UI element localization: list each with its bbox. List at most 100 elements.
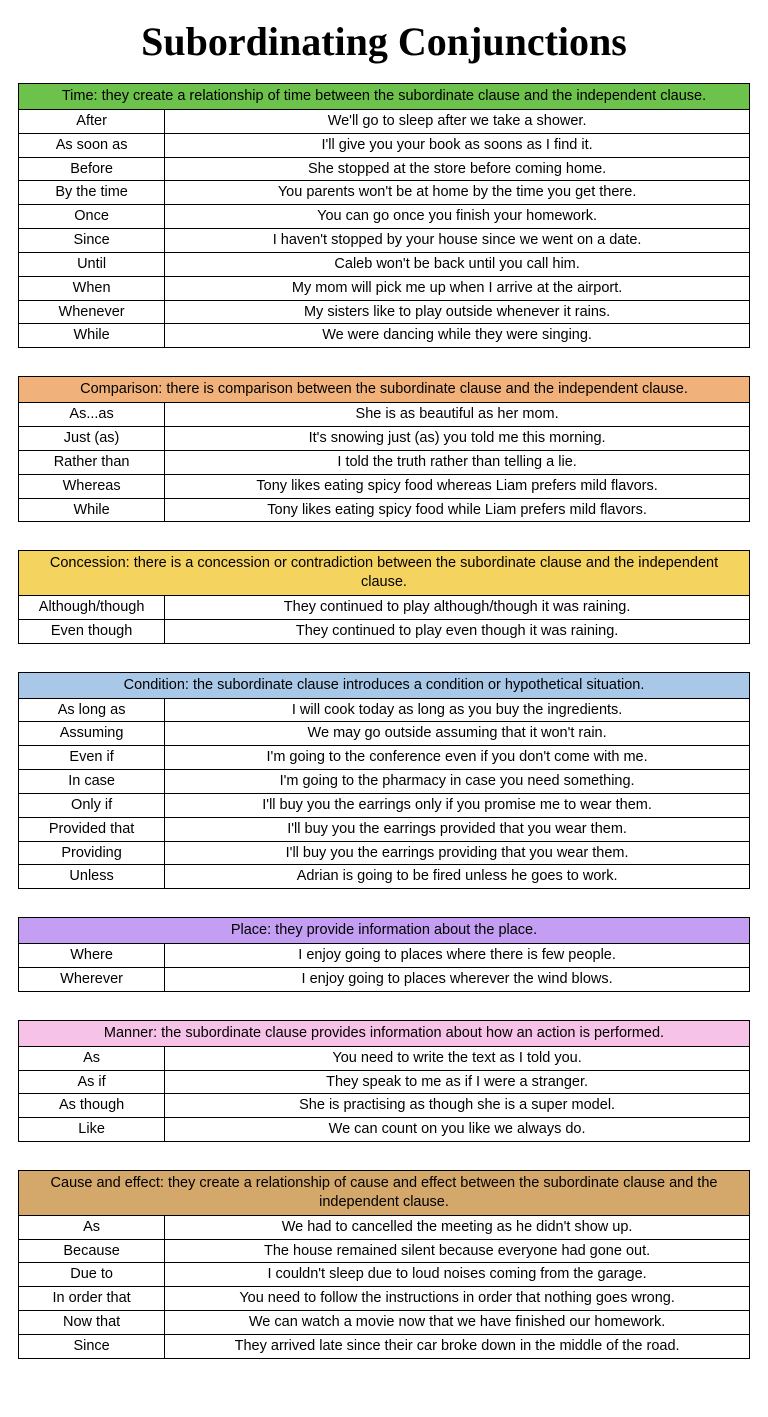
conjunction-cell: While — [19, 498, 165, 522]
conjunction-cell: As...as — [19, 403, 165, 427]
table-row: As ifThey speak to me as if I were a str… — [19, 1070, 750, 1094]
conjunction-cell: As soon as — [19, 133, 165, 157]
section-header: Condition: the subordinate clause introd… — [19, 672, 750, 698]
table-row: In caseI'm going to the pharmacy in case… — [19, 770, 750, 794]
table-row: AfterWe'll go to sleep after we take a s… — [19, 109, 750, 133]
conjunction-cell: Since — [19, 1334, 165, 1358]
table-row: WhenMy mom will pick me up when I arrive… — [19, 276, 750, 300]
table-row: WheneverMy sisters like to play outside … — [19, 300, 750, 324]
example-cell: I enjoy going to places where there is f… — [165, 944, 750, 968]
conjunction-cell: Whenever — [19, 300, 165, 324]
section-header: Place: they provide information about th… — [19, 918, 750, 944]
example-cell: Tony likes eating spicy food while Liam … — [165, 498, 750, 522]
table-row: WhileWe were dancing while they were sin… — [19, 324, 750, 348]
table-row: LikeWe can count on you like we always d… — [19, 1118, 750, 1142]
example-cell: They speak to me as if I were a stranger… — [165, 1070, 750, 1094]
table-row: SinceI haven't stopped by your house sin… — [19, 229, 750, 253]
section-header: Concession: there is a concession or con… — [19, 551, 750, 596]
conjunction-cell: In case — [19, 770, 165, 794]
conjunction-table: Concession: there is a concession or con… — [18, 550, 750, 643]
example-cell: The house remained silent because everyo… — [165, 1239, 750, 1263]
conjunction-cell: Although/though — [19, 596, 165, 620]
conjunction-cell: Once — [19, 205, 165, 229]
section-header: Manner: the subordinate clause provides … — [19, 1020, 750, 1046]
table-row: Just (as)It's snowing just (as) you told… — [19, 426, 750, 450]
table-row: Even thoughThey continued to play even t… — [19, 619, 750, 643]
example-cell: I told the truth rather than telling a l… — [165, 450, 750, 474]
example-cell: I'll buy you the earrings only if you pr… — [165, 793, 750, 817]
conjunction-table: Cause and effect: they create a relation… — [18, 1170, 750, 1359]
table-row: AsWe had to cancelled the meeting as he … — [19, 1215, 750, 1239]
conjunction-cell: After — [19, 109, 165, 133]
example-cell: Caleb won't be back until you call him. — [165, 252, 750, 276]
example-cell: I haven't stopped by your house since we… — [165, 229, 750, 253]
table-row: As long asI will cook today as long as y… — [19, 698, 750, 722]
section-header: Comparison: there is comparison between … — [19, 377, 750, 403]
example-cell: You can go once you finish your homework… — [165, 205, 750, 229]
section: Concession: there is a concession or con… — [18, 550, 750, 643]
example-cell: My mom will pick me up when I arrive at … — [165, 276, 750, 300]
example-cell: You need to follow the instructions in o… — [165, 1287, 750, 1311]
conjunction-cell: Until — [19, 252, 165, 276]
section: Place: they provide information about th… — [18, 917, 750, 992]
table-row: Rather thanI told the truth rather than … — [19, 450, 750, 474]
conjunction-table: Place: they provide information about th… — [18, 917, 750, 992]
example-cell: You parents won't be at home by the time… — [165, 181, 750, 205]
conjunction-cell: As — [19, 1046, 165, 1070]
conjunction-cell: Just (as) — [19, 426, 165, 450]
conjunction-table: Condition: the subordinate clause introd… — [18, 672, 750, 890]
table-row: In order thatYou need to follow the inst… — [19, 1287, 750, 1311]
example-cell: She is as beautiful as her mom. — [165, 403, 750, 427]
example-cell: My sisters like to play outside whenever… — [165, 300, 750, 324]
table-row: BeforeShe stopped at the store before co… — [19, 157, 750, 181]
conjunction-cell: In order that — [19, 1287, 165, 1311]
example-cell: You need to write the text as I told you… — [165, 1046, 750, 1070]
table-row: Although/thoughThey continued to play al… — [19, 596, 750, 620]
conjunction-cell: As if — [19, 1070, 165, 1094]
conjunction-cell: Before — [19, 157, 165, 181]
conjunction-cell: As — [19, 1215, 165, 1239]
conjunction-cell: Like — [19, 1118, 165, 1142]
example-cell: Adrian is going to be fired unless he go… — [165, 865, 750, 889]
conjunction-cell: Only if — [19, 793, 165, 817]
section: Comparison: there is comparison between … — [18, 376, 750, 522]
example-cell: I'm going to the pharmacy in case you ne… — [165, 770, 750, 794]
example-cell: We had to cancelled the meeting as he di… — [165, 1215, 750, 1239]
example-cell: She is practising as though she is a sup… — [165, 1094, 750, 1118]
section: Cause and effect: they create a relation… — [18, 1170, 750, 1359]
example-cell: We were dancing while they were singing. — [165, 324, 750, 348]
conjunction-cell: Now that — [19, 1311, 165, 1335]
table-row: AsYou need to write the text as I told y… — [19, 1046, 750, 1070]
table-row: SinceThey arrived late since their car b… — [19, 1334, 750, 1358]
example-cell: She stopped at the store before coming h… — [165, 157, 750, 181]
table-row: By the timeYou parents won't be at home … — [19, 181, 750, 205]
example-cell: I'll buy you the earrings provided that … — [165, 817, 750, 841]
conjunction-cell: Assuming — [19, 722, 165, 746]
example-cell: I'm going to the conference even if you … — [165, 746, 750, 770]
section: Manner: the subordinate clause provides … — [18, 1020, 750, 1142]
table-row: UnlessAdrian is going to be fired unless… — [19, 865, 750, 889]
table-row: Now thatWe can watch a movie now that we… — [19, 1311, 750, 1335]
table-row: OnceYou can go once you finish your home… — [19, 205, 750, 229]
sections-container: Time: they create a relationship of time… — [18, 83, 750, 1359]
conjunction-cell: As though — [19, 1094, 165, 1118]
conjunction-cell: Where — [19, 944, 165, 968]
section: Time: they create a relationship of time… — [18, 83, 750, 348]
example-cell: They continued to play even though it wa… — [165, 619, 750, 643]
table-row: Provided thatI'll buy you the earrings p… — [19, 817, 750, 841]
table-row: ProvidingI'll buy you the earrings provi… — [19, 841, 750, 865]
example-cell: I'll give you your book as soons as I fi… — [165, 133, 750, 157]
example-cell: They arrived late since their car broke … — [165, 1334, 750, 1358]
conjunction-cell: While — [19, 324, 165, 348]
table-row: WhereI enjoy going to places where there… — [19, 944, 750, 968]
page-title: Subordinating Conjunctions — [18, 18, 750, 65]
example-cell: Tony likes eating spicy food whereas Lia… — [165, 474, 750, 498]
example-cell: We'll go to sleep after we take a shower… — [165, 109, 750, 133]
table-row: WhereasTony likes eating spicy food wher… — [19, 474, 750, 498]
table-row: As...asShe is as beautiful as her mom. — [19, 403, 750, 427]
table-row: WhileTony likes eating spicy food while … — [19, 498, 750, 522]
conjunction-table: Time: they create a relationship of time… — [18, 83, 750, 348]
table-row: AssumingWe may go outside assuming that … — [19, 722, 750, 746]
section-header: Time: they create a relationship of time… — [19, 84, 750, 110]
conjunction-table: Manner: the subordinate clause provides … — [18, 1020, 750, 1142]
